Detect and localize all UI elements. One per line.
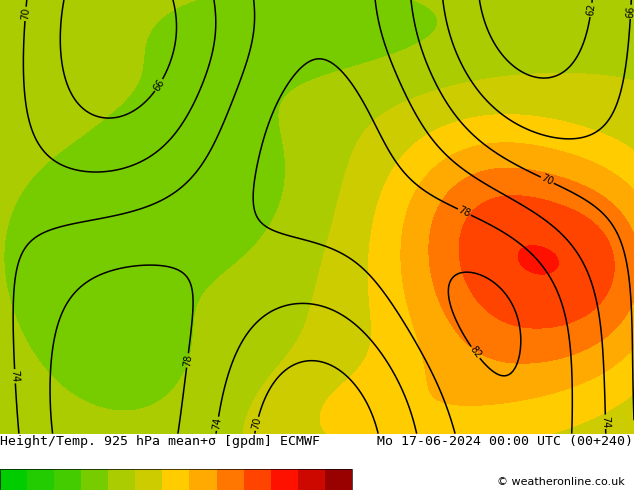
Text: 66: 66 bbox=[152, 77, 167, 93]
Text: 70: 70 bbox=[540, 173, 555, 187]
Text: © weatheronline.co.uk: © weatheronline.co.uk bbox=[497, 477, 624, 487]
Text: 74: 74 bbox=[212, 417, 223, 431]
Text: 66: 66 bbox=[625, 5, 634, 18]
Text: 74: 74 bbox=[10, 370, 20, 383]
Text: 74: 74 bbox=[600, 416, 611, 428]
Text: Height/Temp. 925 hPa mean+σ [gpdm] ECMWF: Height/Temp. 925 hPa mean+σ [gpdm] ECMWF bbox=[0, 435, 320, 448]
Text: 62: 62 bbox=[585, 3, 597, 17]
Text: Mo 17-06-2024 00:00 UTC (00+240): Mo 17-06-2024 00:00 UTC (00+240) bbox=[377, 435, 633, 448]
Text: 70: 70 bbox=[20, 7, 31, 21]
Text: 70: 70 bbox=[250, 416, 263, 431]
Text: 78: 78 bbox=[456, 205, 472, 219]
Text: 82: 82 bbox=[468, 344, 483, 361]
Text: 78: 78 bbox=[182, 354, 193, 367]
